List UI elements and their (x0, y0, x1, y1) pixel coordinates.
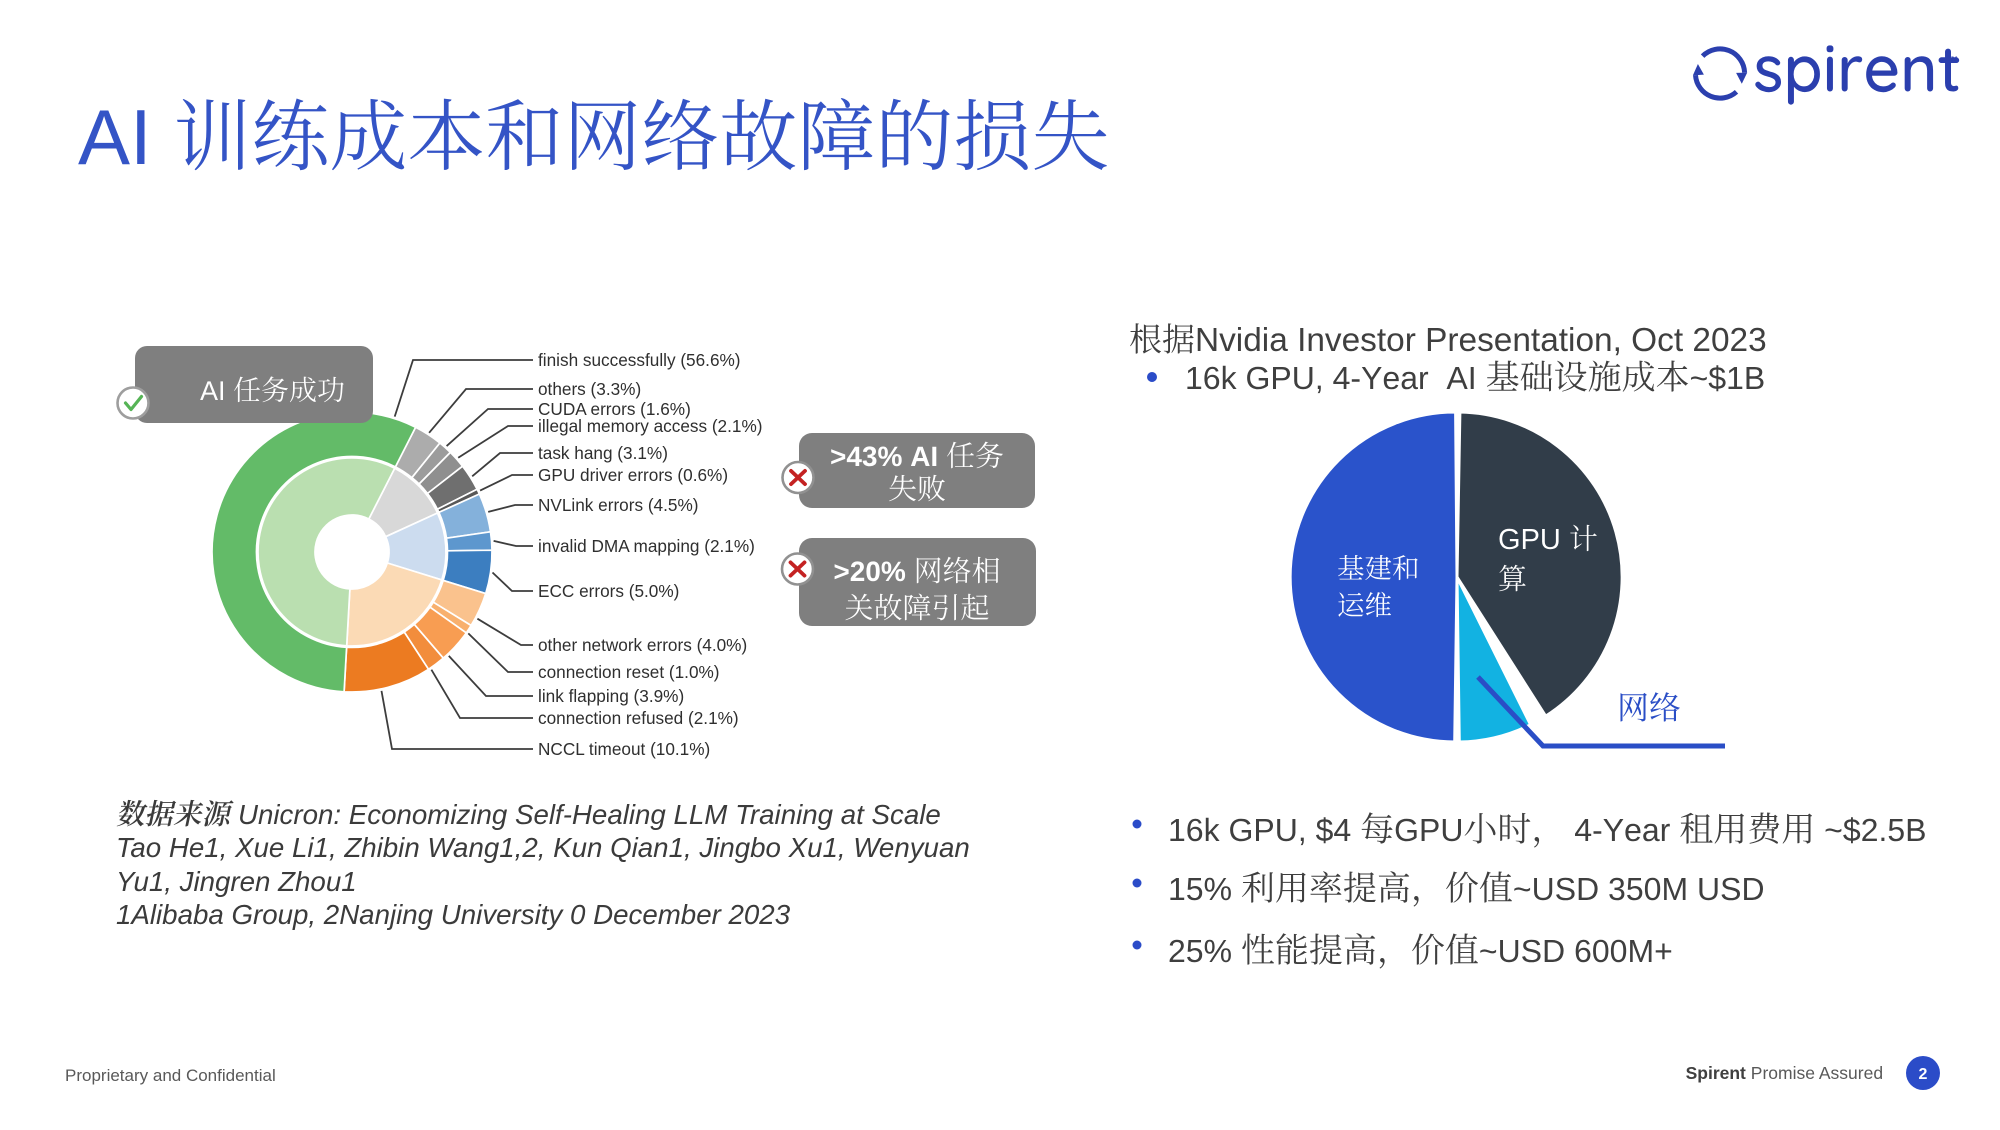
svg-text:illegal memory access (2.1%): illegal memory access (2.1%) (538, 416, 762, 436)
svg-text:2: 2 (1919, 1066, 1928, 1083)
svg-text:CUDA errors (1.6%): CUDA errors (1.6%) (538, 399, 691, 419)
svg-text:task hang (3.1%): task hang (3.1%) (538, 443, 668, 463)
svg-text:Yu1, Jingren Zhou1: Yu1, Jingren Zhou1 (116, 866, 357, 897)
svg-text:NVLink errors (4.5%): NVLink errors (4.5%) (538, 495, 698, 515)
svg-text:others (3.3%): others (3.3%) (538, 379, 641, 399)
svg-text:AI: AI (78, 93, 152, 181)
svg-text:connection reset (1.0%): connection reset (1.0%) (538, 662, 720, 682)
svg-text:Nvidia Investor Presentation,: Nvidia Investor Presentation, Oct 2023 (1195, 322, 1767, 359)
svg-text:Promise Assured: Promise Assured (1751, 1063, 1883, 1083)
svg-text:finish successfully (56.6%): finish successfully (56.6%) (538, 350, 741, 370)
svg-text:other network errors (4.0%): other network errors (4.0%) (538, 635, 747, 655)
svg-text:connection refused (2.1%): connection refused (2.1%) (538, 708, 739, 728)
svg-text:NCCL timeout (10.1%): NCCL timeout (10.1%) (538, 739, 710, 759)
svg-text:ECC errors (5.0%): ECC errors (5.0%) (538, 581, 679, 601)
svg-text:Proprietary and Confidential: Proprietary and Confidential (65, 1066, 276, 1085)
svg-text:™: ™ (1947, 55, 1958, 67)
svg-text:invalid DMA mapping (2.1%): invalid DMA mapping (2.1%) (538, 536, 755, 556)
svg-text:Unicron: Economizing Self-Heal: Unicron: Economizing Self-Healing LLM Tr… (238, 799, 941, 830)
svg-text:1Alibaba Group, 2Nanjing Unive: 1Alibaba Group, 2Nanjing University 0 De… (116, 899, 791, 930)
svg-text:Spirent: Spirent (1686, 1063, 1746, 1083)
svg-text:Tao He1, Xue Li1, Zhibin Wang1: Tao He1, Xue Li1, Zhibin Wang1,2, Kun Qi… (116, 832, 970, 863)
svg-text:GPU driver errors (0.6%): GPU driver errors (0.6%) (538, 465, 728, 485)
svg-text:link flapping (3.9%): link flapping (3.9%) (538, 686, 684, 706)
